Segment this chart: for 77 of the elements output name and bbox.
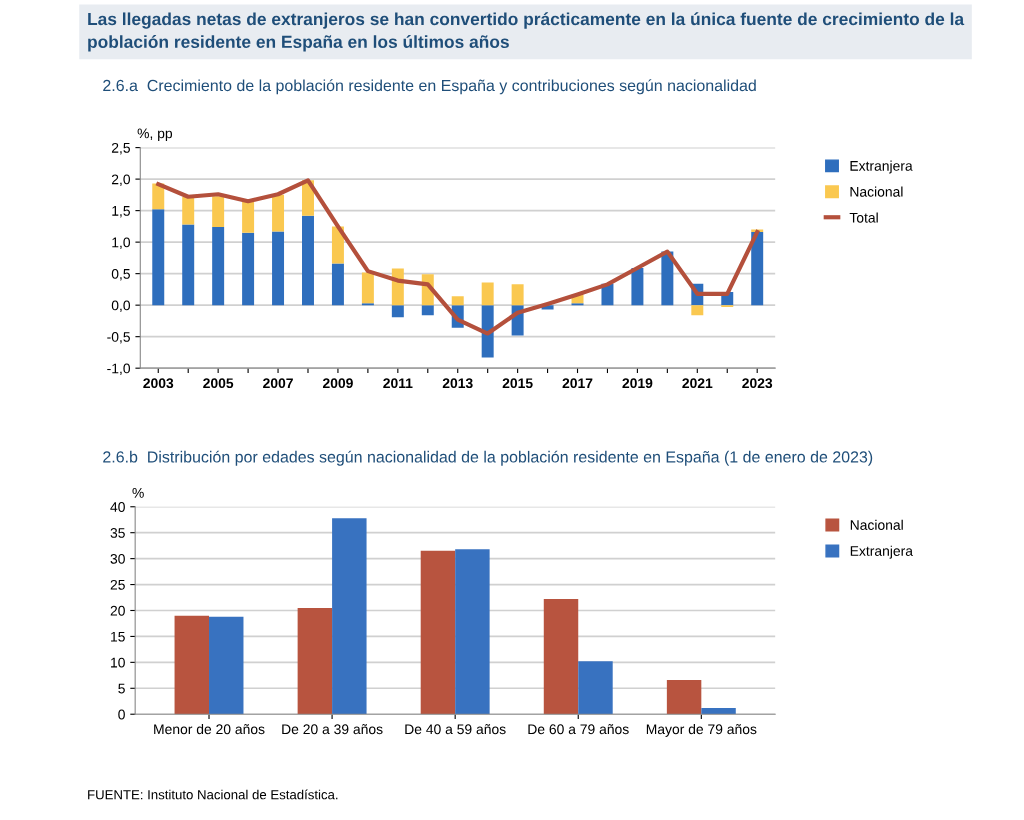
chart-title: Las llegadas netas de extranjeros se han convertido prácticamente en la única fuente de crecimiento de la población residente en España en los últimos años xyxy=(88,12,965,52)
bar xyxy=(302,215,314,306)
legend-label: Nacional xyxy=(850,186,903,197)
x-tick-label: 2003 xyxy=(143,378,174,389)
x-tick-label: 2019 xyxy=(622,378,653,389)
bar xyxy=(332,518,367,715)
bar xyxy=(481,282,494,306)
x-tick-label: 2007 xyxy=(263,378,293,389)
bar xyxy=(361,272,374,304)
bar xyxy=(152,209,165,306)
bar xyxy=(212,227,225,306)
y-tick-label: 25 xyxy=(110,579,125,590)
line-series xyxy=(156,178,760,336)
y-tick-label: 1,5 xyxy=(112,206,130,218)
bar xyxy=(420,550,456,715)
y-tick-label: -0,5 xyxy=(107,332,130,344)
bar xyxy=(242,201,255,233)
x-tick-label: 2023 xyxy=(742,378,773,389)
bar xyxy=(212,196,225,228)
bar xyxy=(666,679,702,715)
x-tick-label: 2021 xyxy=(682,378,713,389)
bar xyxy=(543,599,579,715)
x-tick-label: Mayor de 79 años xyxy=(646,723,757,737)
bar xyxy=(331,263,344,306)
bar xyxy=(701,708,736,715)
y-tick-label: 0 xyxy=(118,709,125,720)
bar xyxy=(691,305,704,316)
x-tick-label: 2005 xyxy=(203,378,234,389)
x-tick-label: De 20 a 39 años xyxy=(282,724,383,735)
x-tick-label: De 40 a 59 años xyxy=(405,724,506,735)
bar xyxy=(182,224,195,306)
y-tick-label: 1,0 xyxy=(112,237,131,249)
y-axis-title: %, pp xyxy=(137,128,173,141)
bar xyxy=(391,305,404,318)
y-tick-label: 2,5 xyxy=(111,142,130,155)
legend-label: Extranjera xyxy=(850,160,913,174)
x-tick-label: 2017 xyxy=(562,378,593,389)
bar xyxy=(272,194,285,232)
y-tick-label: 0,5 xyxy=(111,268,130,281)
y-tick-label: 35 xyxy=(110,528,125,538)
y-tick-label: 0,0 xyxy=(111,300,131,312)
bar xyxy=(242,232,255,306)
x-tick-label: 2011 xyxy=(383,378,413,389)
bar xyxy=(182,196,195,225)
bar xyxy=(578,661,613,715)
y-tick-label: -1,0 xyxy=(107,363,131,375)
x-tick-label: De 60 a 79 años xyxy=(528,724,629,735)
chart-title: 2.6.b Distribución por edades según nacionalidad de la población residente en España (1 de enero de 2023) xyxy=(103,450,873,466)
y-tick-label: 30 xyxy=(110,553,125,564)
bar xyxy=(451,296,464,306)
chart-subtitle: 2.6.a Crecimiento de la población residente en España y contribuciones según nacionalidad xyxy=(103,79,756,95)
x-tick-label: 2013 xyxy=(442,378,473,389)
x-tick-label: Menor de 20 años xyxy=(154,723,265,735)
legend-label: Nacional xyxy=(850,519,903,530)
bar xyxy=(272,231,285,306)
bar xyxy=(751,232,764,306)
bar xyxy=(511,284,524,306)
y-axis-title: % xyxy=(132,488,144,498)
bar xyxy=(297,607,333,715)
x-tick-label: 2015 xyxy=(502,378,533,389)
source-note: FUENTE: Instituto Nacional de Estadística. xyxy=(88,789,338,800)
bar xyxy=(209,616,244,715)
bar xyxy=(661,251,674,306)
bar xyxy=(631,267,644,306)
bar xyxy=(421,305,434,316)
y-tick-label: 10 xyxy=(111,657,125,668)
bar xyxy=(455,549,490,715)
legend-label: Extranjera xyxy=(850,545,913,559)
legend-label: Total xyxy=(849,212,878,223)
bar xyxy=(174,615,210,715)
y-tick-label: 40 xyxy=(110,502,125,512)
y-tick-label: 5 xyxy=(118,683,125,694)
x-tick-label: 2009 xyxy=(322,378,353,389)
bar xyxy=(481,305,494,358)
y-tick-label: 20 xyxy=(110,605,125,616)
y-tick-label: 2,0 xyxy=(111,174,131,186)
y-tick-label: 15 xyxy=(111,631,125,642)
